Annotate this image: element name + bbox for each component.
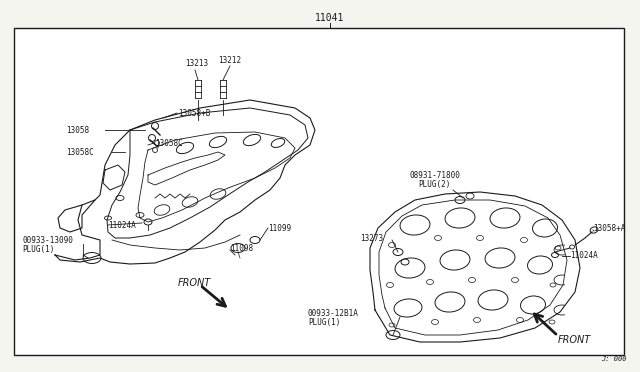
Text: 11041: 11041 bbox=[316, 13, 345, 23]
Text: 11024A: 11024A bbox=[570, 250, 598, 260]
Text: PLUG(1): PLUG(1) bbox=[22, 244, 54, 253]
Text: J: 000: J: 000 bbox=[602, 356, 627, 362]
Text: 13058C: 13058C bbox=[66, 148, 93, 157]
Bar bbox=[14, 28, 624, 355]
Text: 08931-71800: 08931-71800 bbox=[410, 170, 461, 180]
Text: 00933-13090: 00933-13090 bbox=[22, 235, 73, 244]
Text: 11024A: 11024A bbox=[108, 221, 136, 230]
Text: FRONT: FRONT bbox=[178, 278, 211, 288]
Text: 13058: 13058 bbox=[66, 125, 89, 135]
Text: 13058C: 13058C bbox=[155, 138, 183, 148]
Text: 13273: 13273 bbox=[360, 234, 383, 243]
Text: 13213: 13213 bbox=[185, 58, 208, 67]
Text: PLUG(2): PLUG(2) bbox=[418, 180, 451, 189]
Text: PLUG(1): PLUG(1) bbox=[308, 317, 340, 327]
Text: 11098: 11098 bbox=[230, 244, 253, 253]
Text: 11099: 11099 bbox=[268, 224, 291, 232]
Text: 13058+B: 13058+B bbox=[178, 109, 211, 118]
Text: FRONT: FRONT bbox=[558, 335, 591, 345]
Text: 13212: 13212 bbox=[218, 55, 241, 64]
Text: 13058+A: 13058+A bbox=[593, 224, 625, 232]
Text: 00933-12B1A: 00933-12B1A bbox=[308, 308, 359, 317]
